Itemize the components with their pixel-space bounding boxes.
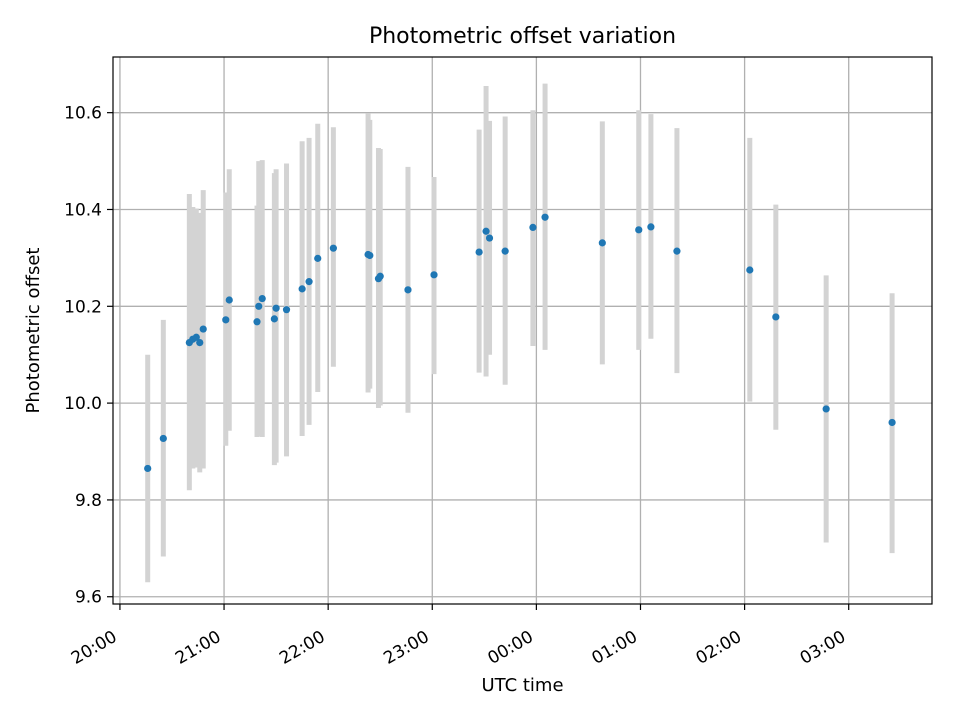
- data-point: [475, 248, 483, 256]
- data-point: [746, 266, 754, 274]
- data-point: [270, 315, 278, 323]
- data-point: [485, 234, 494, 242]
- y-tick-label: 10.6: [64, 104, 102, 124]
- data-point: [673, 247, 681, 255]
- data-point-layer: [144, 213, 896, 473]
- data-point: [376, 272, 384, 280]
- data-point: [404, 286, 412, 294]
- data-point: [366, 251, 374, 260]
- tick-marks: [107, 112, 850, 610]
- data-point: [430, 271, 438, 279]
- data-point: [635, 226, 643, 234]
- y-tick-label: 10.0: [64, 394, 102, 414]
- data-point: [541, 213, 549, 221]
- data-point: [305, 278, 313, 286]
- data-point: [196, 339, 204, 347]
- data-point: [144, 464, 152, 473]
- data-point: [329, 244, 337, 252]
- data-point: [225, 296, 233, 304]
- data-point: [253, 318, 261, 326]
- chart-title: Photometric offset variation: [369, 24, 676, 49]
- data-point: [255, 302, 263, 310]
- y-tick-label: 9.6: [75, 588, 102, 608]
- data-point: [159, 434, 167, 443]
- data-point: [298, 285, 306, 293]
- data-point: [772, 313, 780, 321]
- x-axis-label: UTC time: [481, 675, 563, 696]
- y-tick-label: 9.8: [75, 491, 102, 511]
- data-point: [192, 333, 200, 341]
- data-point: [888, 418, 896, 427]
- data-point: [822, 405, 830, 413]
- grid-lines: [113, 57, 932, 604]
- data-point: [282, 306, 291, 314]
- y-tick-label: 10.4: [64, 200, 102, 220]
- data-point: [529, 223, 537, 231]
- data-point: [222, 316, 230, 324]
- data-point: [482, 227, 490, 235]
- plot-frame: [112, 56, 933, 605]
- data-point: [258, 294, 266, 303]
- data-point: [314, 254, 322, 262]
- y-axis-label: Photometric offset: [23, 248, 44, 414]
- data-point: [199, 325, 207, 333]
- data-point: [501, 247, 509, 255]
- data-point: [272, 304, 280, 312]
- data-point: [647, 223, 655, 231]
- data-point: [598, 239, 606, 247]
- y-tick-label: 10.2: [64, 297, 102, 317]
